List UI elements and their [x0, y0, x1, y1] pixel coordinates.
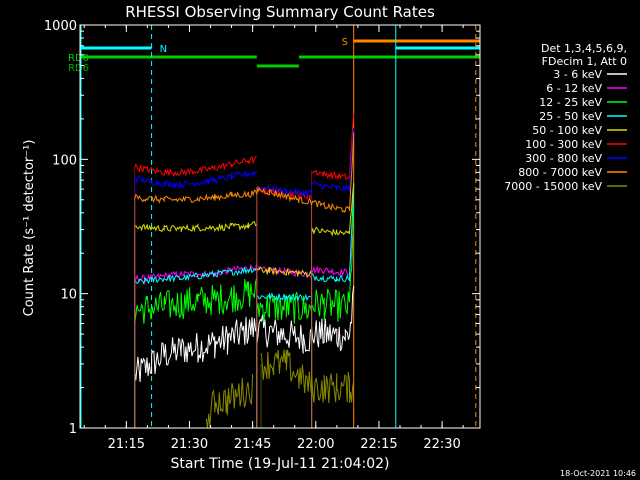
- chart-title: RHESSI Observing Summary Count Rates: [125, 3, 435, 21]
- y-tick-label: 1: [69, 422, 77, 437]
- legend-entry-label: 12 - 25 keV: [539, 96, 602, 109]
- series-line-7: [311, 132, 355, 213]
- legend-entry-label: 7000 - 15000 keV: [504, 180, 602, 193]
- flag-label-rd0: RD0: [68, 53, 89, 64]
- flag-label-rd6: RD6: [68, 63, 89, 74]
- series-line-2: [134, 277, 258, 324]
- legend-header-line: Det 1,3,4,5,6,9,: [541, 42, 627, 55]
- legend-entry-label: 25 - 50 keV: [539, 110, 602, 123]
- x-tick-label: 21:30: [171, 437, 208, 452]
- legend: Det 1,3,4,5,6,9,FDecim 1, Att 03 - 6 keV…: [504, 42, 627, 193]
- axes-layer: 21:15 21:30 21:45 22:00 22:15 22:30 1 10 100 1000: [44, 19, 481, 452]
- y-axis-label: Count Rate (s⁻¹ detector⁻¹): [22, 140, 37, 317]
- series-line-7: [134, 189, 258, 204]
- series-line-0: [256, 314, 313, 354]
- series-line-3: [256, 292, 312, 303]
- flag-label-n: N: [160, 44, 167, 55]
- y-tick-label: 10: [60, 288, 77, 303]
- series-line-4: [311, 182, 355, 237]
- series-line-4: [134, 221, 258, 233]
- series-line-3: [311, 186, 355, 283]
- series-line-6: [256, 184, 313, 198]
- x-tick-label: 22:30: [423, 437, 460, 452]
- series-line-1: [311, 230, 355, 277]
- legend-entry-label: 3 - 6 keV: [553, 68, 602, 81]
- series-line-2: [311, 206, 355, 322]
- legend-entry-label: 6 - 12 keV: [546, 82, 602, 95]
- legend-entry-label: 50 - 100 keV: [532, 124, 602, 137]
- series-line-1: [134, 262, 258, 284]
- legend-entry-label: 100 - 300 keV: [525, 138, 602, 151]
- flag-label-s: S: [342, 37, 348, 48]
- series-line-4: [256, 266, 313, 278]
- plot-frame: [79, 24, 481, 429]
- series-line-5: [311, 113, 355, 181]
- x-tick-label: 21:45: [234, 437, 271, 452]
- series-line-5: [134, 156, 257, 178]
- vertical-markers-layer: [80, 25, 477, 428]
- series-line-7: [256, 186, 313, 206]
- series-line-0: [311, 285, 355, 352]
- series-line-2: [256, 291, 313, 324]
- x-axis-label: Start Time (19-Jul-11 21:04:02): [170, 456, 389, 472]
- series-line-8: [260, 349, 355, 404]
- series-line-6: [311, 127, 355, 193]
- y-tick-label: 100: [52, 153, 77, 168]
- series-line-6: [134, 170, 258, 190]
- footer-timestamp: 18-Oct-2021 10:46: [560, 469, 636, 478]
- legend-entry-label: 300 - 800 keV: [525, 152, 602, 165]
- legend-entry-label: 800 - 7000 keV: [518, 166, 602, 179]
- legend-header-line: FDecim 1, Att 0: [542, 55, 627, 68]
- series-layer: [134, 113, 355, 429]
- x-tick-label: 22:15: [360, 437, 397, 452]
- series-line-8: [205, 374, 254, 429]
- series-line-1: [256, 265, 312, 279]
- series-line-3: [134, 266, 258, 286]
- series-line-0: [134, 316, 258, 383]
- x-tick-label: 22:00: [297, 437, 334, 452]
- y-tick-label: 1000: [44, 19, 77, 34]
- x-tick-label: 21:15: [108, 437, 145, 452]
